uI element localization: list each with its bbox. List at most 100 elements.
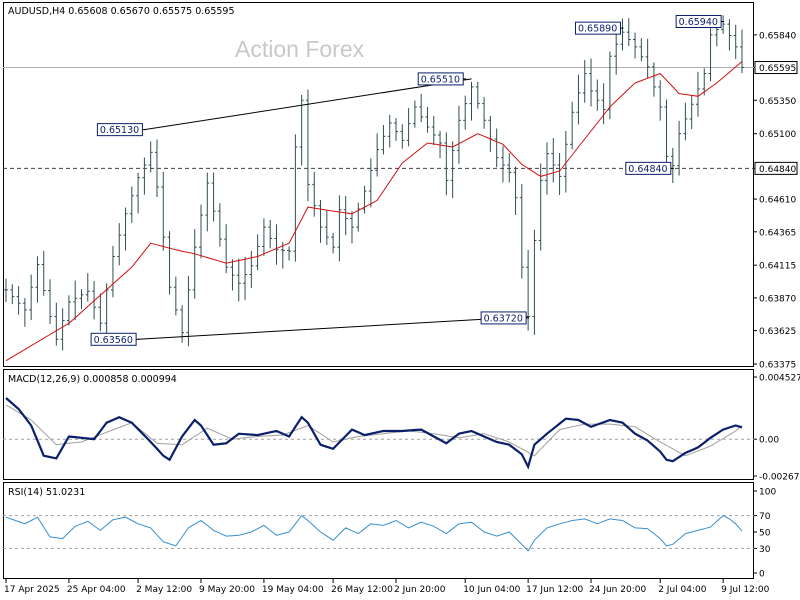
price-bar <box>236 258 241 302</box>
price-bar <box>614 33 619 75</box>
price-panel-frame <box>3 2 754 367</box>
price-bar <box>10 284 15 305</box>
swing-callouts: 0.63560 0.65130 0.65510 0.63720 0.65890 0.659… <box>90 14 725 346</box>
rsi-series <box>3 514 754 552</box>
price-bar <box>438 130 443 159</box>
x-tick-label: 2 Jul 04:00 <box>658 585 707 595</box>
price-bar <box>658 80 663 121</box>
price-bar <box>400 124 405 149</box>
price-bar <box>249 250 254 288</box>
swing-callout-label: 0.65940 <box>679 17 718 28</box>
price-bar <box>199 204 204 259</box>
price-bar <box>595 79 600 111</box>
swing-callout-label: 0.64840 <box>628 164 667 175</box>
price-bar <box>526 249 531 331</box>
price-bar <box>507 153 512 183</box>
swing-callout-label: 0.65890 <box>578 24 617 35</box>
price-bar <box>740 29 744 74</box>
price-bar <box>431 115 436 146</box>
price-tick-label: 0.65100 <box>759 130 796 140</box>
price-bar <box>261 218 266 256</box>
x-tick-label: 2 May 12:00 <box>136 585 192 595</box>
price-bar <box>456 105 461 164</box>
price-bar <box>29 274 34 320</box>
watermark-logo: Action Forex <box>235 36 365 62</box>
price-tick-label: 0.63625 <box>759 327 796 337</box>
price-bar <box>362 185 367 214</box>
price-bar <box>293 134 298 262</box>
price-bar <box>563 130 568 193</box>
price-bar <box>4 278 8 303</box>
price-bar <box>570 101 575 150</box>
price-bar <box>192 229 197 299</box>
price-bar <box>22 298 27 327</box>
price-bar <box>444 132 449 196</box>
price-tick-label: 0.64115 <box>759 262 796 272</box>
x-tick-label: 26 May 12:00 <box>331 585 393 595</box>
price-bar <box>331 232 336 254</box>
price-bar <box>419 93 424 123</box>
x-tick-label: 10 Jun 04:00 <box>463 585 520 595</box>
x-tick-label: 19 May 04:00 <box>262 585 324 595</box>
price-bar <box>425 107 430 133</box>
price-bar <box>154 139 159 197</box>
price-bar <box>66 295 71 326</box>
price-bar <box>173 276 178 316</box>
price-bar <box>670 147 675 184</box>
price-bar <box>406 108 411 147</box>
price-bar <box>224 224 229 274</box>
swing-callout-label: 0.63720 <box>484 313 523 324</box>
price-bar <box>375 133 380 177</box>
price-bar <box>98 293 103 332</box>
price-bar <box>312 171 317 217</box>
moving-average <box>5 61 743 362</box>
price-bar <box>230 259 235 291</box>
price-bar <box>708 23 713 82</box>
macd-y-axis: 0.004527 0.00 -0.002678 <box>754 374 800 483</box>
rsi-title: RSI(14) 51.0231 <box>8 487 85 498</box>
price-bar <box>54 302 59 346</box>
price-bar <box>73 280 78 321</box>
x-tick-label: 17 Apr 2025 <box>4 585 60 595</box>
rsi-tick-label: 70 <box>759 512 771 522</box>
price-bar <box>463 95 468 130</box>
price-bar <box>161 171 166 251</box>
price-bar <box>381 125 386 155</box>
x-tick-label: 9 Jul 12:00 <box>721 585 770 595</box>
price-bar <box>664 99 669 172</box>
price-bar <box>123 207 128 251</box>
price-bar <box>557 153 562 195</box>
rsi-tick-label: 0 <box>759 570 765 580</box>
price-bar <box>582 59 587 103</box>
price-bar <box>576 74 581 125</box>
price-bar <box>482 96 487 129</box>
macd-tick-label: 0.004527 <box>759 374 800 384</box>
price-bar <box>268 219 273 249</box>
price-bar <box>633 32 638 59</box>
x-tick-label: 25 Apr 04:00 <box>67 585 126 595</box>
price-bar <box>721 15 726 34</box>
price-bar <box>689 95 694 130</box>
price-bar <box>589 58 594 107</box>
price-bar <box>318 199 323 243</box>
price-bar <box>117 223 122 266</box>
price-tick-label: 0.64610 <box>759 196 796 206</box>
price-bar <box>136 172 141 214</box>
rsi-y-axis: 100 70 50 30 0 <box>754 488 776 580</box>
price-bar <box>343 196 348 236</box>
price-bar <box>469 81 474 121</box>
price-bar <box>243 256 248 300</box>
price-bar <box>217 203 222 247</box>
price-label-box <box>754 61 798 75</box>
price-bar <box>211 172 216 222</box>
macd-tick-label: -0.002678 <box>759 473 800 483</box>
rsi-tick-label: 100 <box>759 488 776 498</box>
price-bar <box>394 118 399 141</box>
price-bar <box>255 234 260 271</box>
macd-title: MACD(12,26,9) 0.000858 0.000994 <box>8 374 177 385</box>
price-bar <box>500 145 505 183</box>
price-tick-label: 0.65595 <box>759 64 796 74</box>
moving-average-line <box>5 61 743 362</box>
price-bar <box>450 141 455 199</box>
